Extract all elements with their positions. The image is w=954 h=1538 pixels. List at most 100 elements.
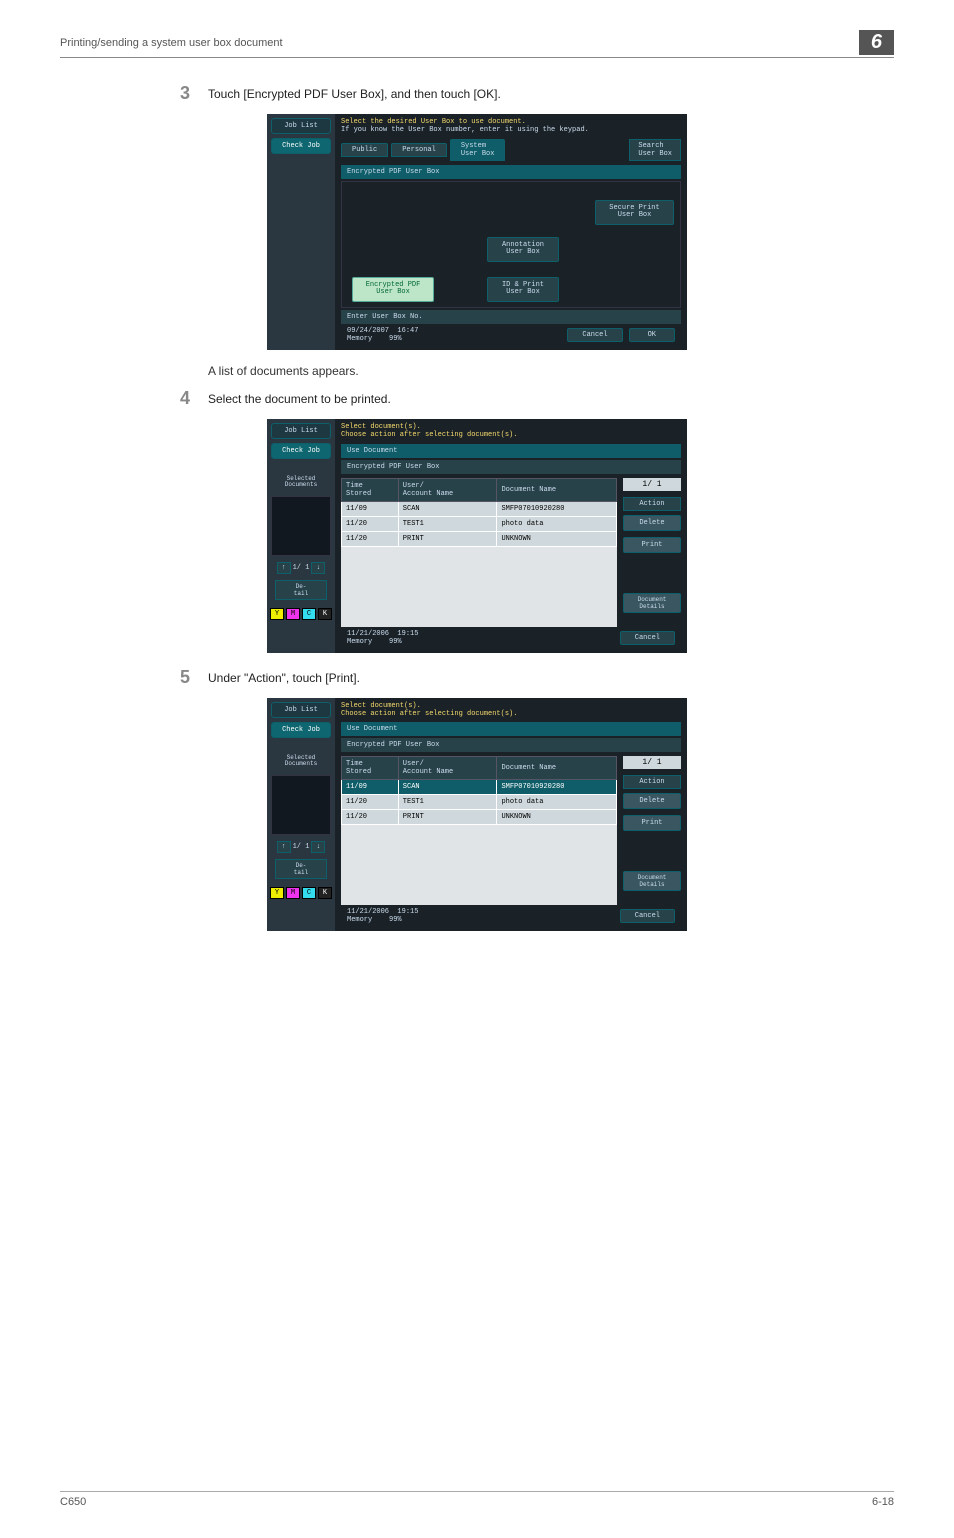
tab-personal[interactable]: Personal [391,143,447,157]
hint: Select document(s). Choose action after … [341,423,681,440]
detail-button[interactable]: De- tail [275,580,327,600]
toner-m-icon: M [286,887,300,899]
toner-y-icon: Y [270,887,284,899]
hint: Select document(s). Choose action after … [341,702,681,719]
cancel-button[interactable]: Cancel [567,328,622,342]
selected-docs-label: Selected Documents [272,752,330,771]
annotation-box[interactable]: Annotation User Box [487,237,559,262]
title-bar: Encrypted PDF User Box [341,165,681,179]
sidebar: Job List Check Job [267,114,335,350]
ok-button[interactable]: OK [629,328,675,342]
step-5: 5 Under "Action", touch [Print]. [150,667,894,688]
section-title: Printing/sending a system user box docum… [60,37,283,49]
toner-k-icon: K [318,887,332,899]
joblist-button[interactable]: Job List [271,118,331,134]
page-up-icon[interactable]: ↑ [277,841,291,853]
table-row-selected[interactable]: 11/09SCANSMFP07010920280 [342,780,617,795]
screen-footer: 11/21/2006 19:15 Memory 99% Cancel [341,905,681,927]
step-text-5: Under "Action", touch [Print]. [208,667,360,688]
cancel-button[interactable]: Cancel [620,909,675,923]
col-docname[interactable]: Document Name [497,757,617,780]
action-header: Action [623,775,681,789]
footer-page-num: 6-18 [872,1496,894,1508]
idprint-box[interactable]: ID & Print User Box [487,277,559,302]
title-bar: Encrypted PDF User Box [341,738,681,752]
chapter-number: 6 [859,30,894,55]
table-row[interactable]: 11/20TEST1photo data [342,795,617,810]
toner-c-icon: C [302,608,316,620]
checkjob-button[interactable]: Check Job [271,138,331,154]
col-time[interactable]: Time Stored [342,757,399,780]
page-up-icon[interactable]: ↑ [277,562,291,574]
toner-levels: Y M C K [270,887,332,899]
footer-time: 16:47 [397,327,418,335]
usedoc-tab[interactable]: Use Document [341,444,681,458]
step-num-5: 5 [150,667,208,688]
cancel-button[interactable]: Cancel [620,631,675,645]
footer-mem-pct: 99% [389,335,402,343]
usedoc-tab[interactable]: Use Document [341,722,681,736]
table-row[interactable]: 11/09SCANSMFP07010920280 [342,501,617,516]
sidebar: Job List Check Job Selected Documents ↑ … [267,698,335,932]
col-docname[interactable]: Document Name [497,478,617,501]
page-indicator: 1/ 1 [623,756,681,769]
doc-details-button[interactable]: Document Details [623,871,681,891]
screen-footer: 11/21/2006 19:15 Memory 99% Cancel [341,627,681,649]
toner-levels: Y M C K [270,608,332,620]
col-time[interactable]: Time Stored [342,478,399,501]
footer-mem-label: Memory [347,638,372,646]
joblist-button[interactable]: Job List [271,423,331,439]
enter-box-no[interactable]: Enter User Box No. [341,310,681,324]
sidebar: Job List Check Job Selected Documents ↑ … [267,419,335,653]
delete-button[interactable]: Delete [623,515,681,531]
after-step3-text: A list of documents appears. [208,364,894,378]
step-4: 4 Select the document to be printed. [150,388,894,409]
screen-doclist-1: Job List Check Job Selected Documents ↑ … [267,419,687,653]
table-row[interactable]: 11/20PRINTUNKNOWN [342,531,617,546]
step-num-4: 4 [150,388,208,409]
col-user[interactable]: User/ Account Name [398,478,497,501]
print-button[interactable]: Print [623,537,681,553]
page-down-icon[interactable]: ↓ [311,562,325,574]
search-userbox-button[interactable]: Search User Box [629,139,681,161]
print-button[interactable]: Print [623,815,681,831]
selected-docs-label: Selected Documents [272,473,330,492]
footer-mem-pct: 99% [389,916,402,924]
page-down-icon[interactable]: ↓ [311,841,325,853]
side-pager: ↑ 1/ 1 ↓ [277,841,326,853]
detail-button[interactable]: De- tail [275,859,327,879]
doc-details-button[interactable]: Document Details [623,593,681,613]
footer-mem-label: Memory [347,916,372,924]
footer-date: 09/24/2007 [347,327,389,335]
toner-y-icon: Y [270,608,284,620]
toner-c-icon: C [302,887,316,899]
table-row[interactable]: 11/20PRINTUNKNOWN [342,810,617,825]
thumbnail-area [271,496,331,556]
tab-public[interactable]: Public [341,143,388,157]
step-num-3: 3 [150,83,208,104]
tab-system[interactable]: System User Box [450,139,506,161]
document-table: Time Stored User/ Account Name Document … [341,756,617,825]
side-page-ind: 1/ 1 [293,843,310,851]
list-empty-space [341,825,617,905]
table-row[interactable]: 11/20TEST1photo data [342,516,617,531]
col-user[interactable]: User/ Account Name [398,757,497,780]
footer-mem-pct: 99% [389,638,402,646]
page-header: Printing/sending a system user box docum… [60,30,894,58]
joblist-button[interactable]: Job List [271,702,331,718]
screen-doclist-2: Job List Check Job Selected Documents ↑ … [267,698,687,932]
userbox-area: Secure Print User Box Annotation User Bo… [341,181,681,308]
encrypted-pdf-box[interactable]: Encrypted PDF User Box [352,277,434,302]
footer-time: 19:15 [397,630,418,638]
delete-button[interactable]: Delete [623,793,681,809]
list-empty-space [341,547,617,627]
thumbnail-area [271,775,331,835]
checkjob-button[interactable]: Check Job [271,722,331,738]
side-page-ind: 1/ 1 [293,564,310,572]
hint-line1: Select the desired User Box to use docum… [341,118,681,135]
page-footer: C650 6-18 [60,1491,894,1508]
action-header: Action [623,497,681,511]
secure-print-box[interactable]: Secure Print User Box [595,200,674,225]
checkjob-button[interactable]: Check Job [271,443,331,459]
step-3: 3 Touch [Encrypted PDF User Box], and th… [150,83,894,104]
